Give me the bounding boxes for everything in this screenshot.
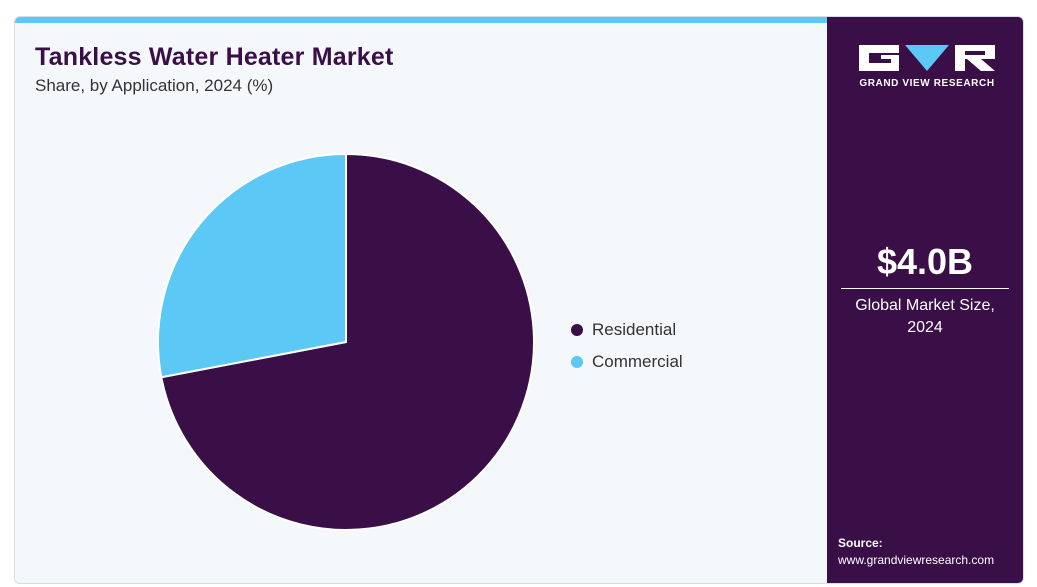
source-link[interactable]: www.grandviewresearch.com (838, 553, 995, 567)
chart-card: Tankless Water Heater Market Share, by A… (14, 16, 1024, 584)
legend-dot-icon (571, 324, 583, 336)
market-size-value: $4.0B (876, 241, 974, 282)
accent-bar (15, 17, 827, 23)
grand-view-research-logo-icon (859, 45, 995, 71)
market-size-label: Global Market Size, 2024 (855, 297, 995, 336)
legend-item-residential: Residential (571, 314, 683, 346)
brand-name: GRAND VIEW RESEARCH (859, 78, 995, 89)
legend-item-commercial: Commercial (571, 346, 683, 378)
pie-slice-commercial (157, 152, 347, 379)
market-size-divider (841, 288, 1009, 289)
chart-title: Tankless Water Heater Market (35, 43, 394, 71)
chart-legend: Residential Commercial (571, 314, 683, 378)
chart-subtitle: Share, by Application, 2024 (%) (35, 76, 274, 95)
pie-slice-residential (160, 152, 535, 531)
brand-logo: GRAND VIEW RESEARCH (857, 43, 997, 91)
sidebar-panel: GRAND VIEW RESEARCH $4.0B Global Market … (827, 17, 1023, 583)
legend-label: Residential (592, 320, 677, 339)
pie-chart (157, 152, 535, 531)
source-label: Source: (838, 536, 883, 550)
legend-dot-icon (571, 356, 583, 368)
legend-label: Commercial (592, 352, 683, 371)
